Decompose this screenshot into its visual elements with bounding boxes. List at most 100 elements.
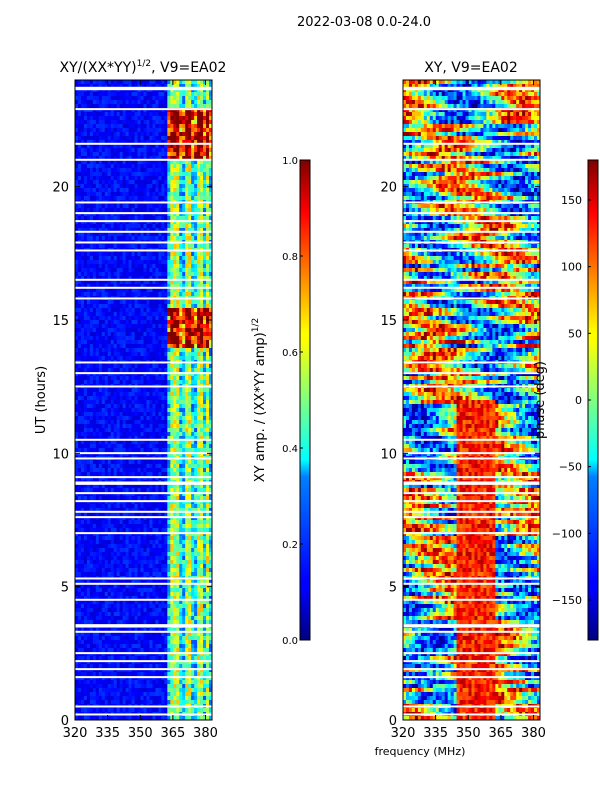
heatmap-cell (164, 104, 168, 109)
heatmap-cell (119, 328, 123, 333)
heatmap-cell (161, 452, 165, 457)
heatmap-cell (203, 168, 207, 173)
heatmap-cell (86, 488, 91, 493)
heatmap-cell (134, 216, 138, 221)
heatmap-cell (125, 324, 129, 329)
heatmap-cell (158, 124, 162, 129)
heatmap-cell (104, 104, 109, 109)
heatmap-cell (203, 244, 207, 249)
heatmap-cell (77, 176, 82, 181)
heatmap-cell (104, 180, 109, 185)
heatmap-cell (191, 80, 195, 85)
heatmap-cell (113, 388, 117, 393)
heatmap-cell (149, 280, 153, 285)
heatmap-cell (110, 244, 115, 249)
heatmap-cell (191, 192, 195, 197)
heatmap-cell (146, 212, 150, 217)
heatmap-cell (77, 212, 82, 217)
heatmap-cell (89, 268, 94, 273)
heatmap-cell (209, 332, 212, 337)
heatmap-cell (137, 332, 141, 337)
heatmap-cell (119, 172, 123, 177)
heatmap-cell (98, 232, 103, 237)
heatmap-cell (170, 128, 174, 133)
heatmap-cell (164, 112, 168, 117)
heatmap-cell (107, 364, 112, 369)
heatmap-cell (107, 412, 112, 417)
heatmap-cell (107, 124, 112, 129)
heatmap-cell (158, 368, 162, 373)
heatmap-cell (119, 156, 123, 161)
heatmap-cell (110, 108, 115, 113)
heatmap-cell (98, 452, 103, 457)
heatmap-cell (92, 292, 97, 297)
heatmap-cell (77, 468, 82, 473)
heatmap-cell (209, 412, 212, 417)
heatmap-cell (104, 308, 109, 313)
heatmap-cell (188, 488, 192, 493)
heatmap-cell (80, 288, 85, 293)
heatmap-cell (134, 164, 138, 169)
heatmap-cell (80, 188, 85, 193)
heatmap-cell (89, 132, 94, 137)
heatmap-cell (149, 428, 153, 433)
heatmap-cell (188, 212, 192, 217)
heatmap-cell (137, 320, 141, 325)
heatmap-cell (158, 116, 162, 121)
heatmap-cell (194, 288, 198, 293)
heatmap-cell (188, 180, 192, 185)
heatmap-cell (188, 476, 192, 481)
heatmap-cell (92, 304, 97, 309)
heatmap-cell (155, 356, 159, 361)
heatmap-cell (149, 408, 153, 413)
heatmap-cell (164, 336, 168, 341)
heatmap-cell (203, 172, 207, 177)
heatmap-cell (86, 312, 91, 317)
heatmap-cell (179, 284, 183, 289)
heatmap-cell (125, 168, 129, 173)
heatmap-cell (80, 364, 85, 369)
heatmap-cell (134, 220, 138, 225)
heatmap-cell (83, 264, 88, 269)
heatmap-cell (122, 320, 126, 325)
heatmap-cell (83, 160, 88, 165)
heatmap-cell (176, 508, 180, 513)
heatmap-cell (167, 116, 171, 121)
heatmap-cell (173, 304, 177, 309)
heatmap-cell (134, 464, 138, 469)
heatmap-cell (137, 484, 141, 489)
heatmap-cell (101, 92, 106, 97)
heatmap-cell (110, 364, 115, 369)
heatmap-cell (188, 508, 192, 513)
heatmap-cell (80, 124, 85, 129)
heatmap-cell (83, 284, 88, 289)
heatmap-cell (191, 484, 195, 489)
heatmap-cell (152, 372, 156, 377)
heatmap-cell (209, 304, 212, 309)
heatmap-cell (182, 164, 186, 169)
heatmap-cell (80, 272, 85, 277)
heatmap-cell (137, 232, 141, 237)
heatmap-cell (75, 156, 79, 161)
heatmap-cell (95, 272, 100, 277)
heatmap-cell (206, 448, 210, 453)
heatmap-cell (134, 156, 138, 161)
heatmap-cell (188, 492, 192, 497)
heatmap-cell (188, 208, 192, 213)
heatmap-cell (140, 196, 144, 201)
heatmap-cell (164, 432, 168, 437)
heatmap-cell (191, 424, 195, 429)
heatmap-cell (197, 352, 201, 357)
heatmap-cell (170, 436, 174, 441)
heatmap-cell (143, 312, 147, 317)
heatmap-cell (125, 152, 129, 157)
heatmap-cell (197, 376, 201, 381)
heatmap-cell (188, 272, 192, 277)
heatmap-cell (104, 416, 109, 421)
heatmap-cell (164, 168, 168, 173)
heatmap-cell (131, 412, 135, 417)
heatmap-cell (95, 356, 100, 361)
heatmap-cell (161, 288, 165, 293)
heatmap-cell (194, 420, 198, 425)
heatmap-cell (95, 192, 100, 197)
